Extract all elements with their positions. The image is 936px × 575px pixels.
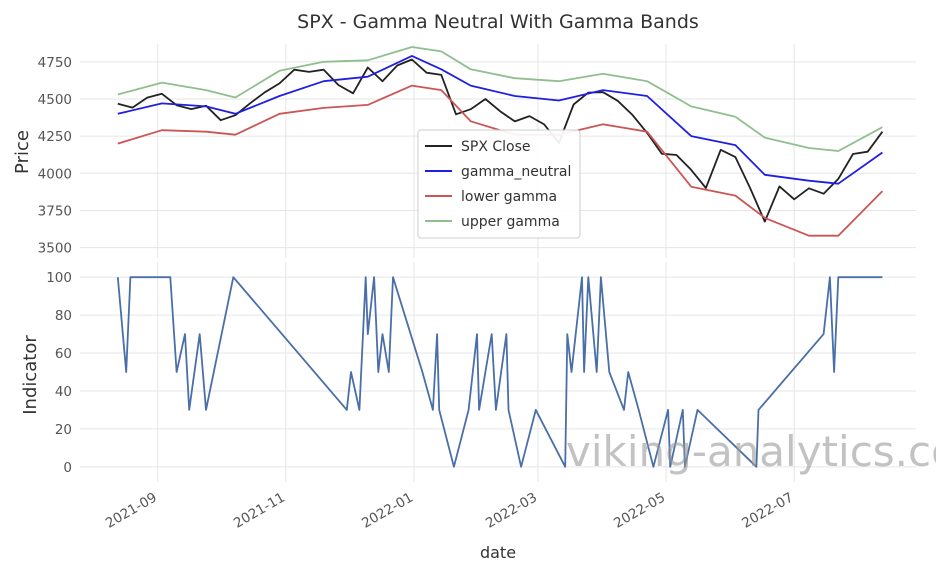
x-tick-labels: 2021-09 2021-11 2022-01 2022-03 2022-05 2022-… — [103, 490, 796, 532]
x-tick-label: 2022-01 — [359, 490, 416, 532]
x-tick-label: 2022-05 — [611, 490, 668, 532]
y-tick-label: 3500 — [38, 241, 72, 257]
y-tick-label: 20 — [55, 422, 72, 438]
legend-label: SPX Close — [461, 139, 531, 155]
y-tick-label: 4000 — [38, 166, 72, 182]
chart-title: SPX - Gamma Neutral With Gamma Bands — [297, 11, 699, 33]
x-tick-label: 2022-07 — [739, 490, 796, 532]
top-y-tick-labels: 3500 3750 4000 4250 4500 4750 — [38, 55, 72, 257]
y-tick-label: 0 — [63, 460, 72, 476]
legend-label: upper gamma — [461, 214, 560, 230]
legend-label: lower gamma — [461, 189, 557, 205]
y-tick-label: 4250 — [38, 129, 72, 145]
x-tick-label: 2022-03 — [483, 490, 540, 532]
bottom-y-axis-label: Indicator — [20, 335, 41, 415]
top-y-axis-label: Price — [12, 130, 33, 174]
y-tick-label: 100 — [46, 270, 72, 286]
x-axis-label: date — [480, 543, 516, 562]
legend-label: gamma_neutral — [461, 164, 571, 180]
y-tick-label: 80 — [55, 308, 72, 324]
y-tick-label: 4750 — [38, 55, 72, 71]
x-tick-label: 2021-11 — [231, 490, 288, 532]
y-tick-label: 60 — [55, 346, 72, 362]
y-tick-label: 3750 — [38, 203, 72, 219]
y-tick-label: 40 — [55, 384, 72, 400]
x-tick-label: 2021-09 — [103, 490, 160, 532]
y-tick-label: 4500 — [38, 92, 72, 108]
watermark: viking-analytics.com — [566, 427, 936, 476]
bottom-y-tick-labels: 0 20 40 60 80 100 — [46, 270, 72, 476]
